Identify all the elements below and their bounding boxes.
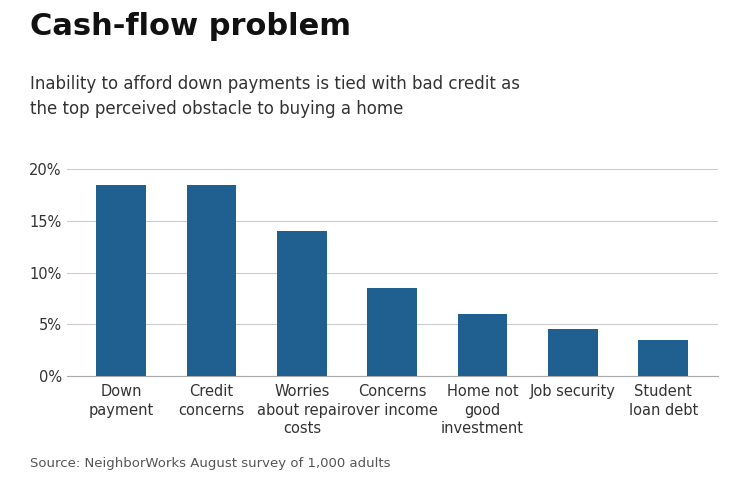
Bar <box>639 340 688 376</box>
Bar <box>367 288 417 376</box>
Text: Inability to afford down payments is tied with bad credit as
the top perceived o: Inability to afford down payments is tie… <box>30 75 519 118</box>
Text: Source: NeighborWorks August survey of 1,000 adults: Source: NeighborWorks August survey of 1… <box>30 457 390 470</box>
Bar <box>277 231 326 376</box>
Text: Cash-flow problem: Cash-flow problem <box>30 12 351 41</box>
Bar <box>186 185 236 376</box>
Bar <box>458 314 508 376</box>
Bar <box>548 330 598 376</box>
Bar <box>96 185 146 376</box>
